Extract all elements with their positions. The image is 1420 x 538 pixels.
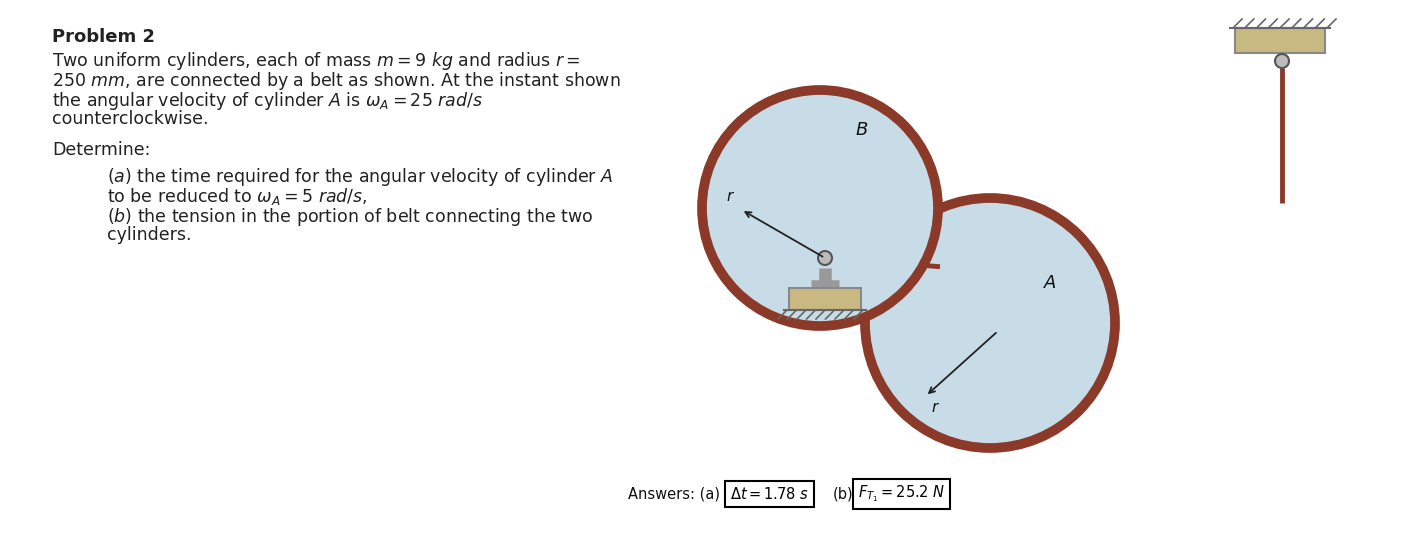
Text: $(a)$ the time required for the angular velocity of cylinder $A$: $(a)$ the time required for the angular … — [106, 166, 613, 188]
Text: $\Delta t = 1.78\ s$: $\Delta t = 1.78\ s$ — [730, 486, 809, 502]
Bar — [790, 288, 861, 310]
Circle shape — [1275, 54, 1289, 68]
Text: $r$: $r$ — [930, 400, 940, 415]
Text: 250 $mm$, are connected by a belt as shown. At the instant shown: 250 $mm$, are connected by a belt as sho… — [53, 70, 621, 92]
Text: (b): (b) — [834, 486, 853, 501]
Bar — [1235, 28, 1325, 53]
Circle shape — [701, 90, 939, 326]
Text: the angular velocity of cylinder $A$ is $\omega_A = 25$ $rad/s$: the angular velocity of cylinder $A$ is … — [53, 90, 483, 112]
Text: $A$: $A$ — [1042, 274, 1056, 292]
Circle shape — [865, 198, 1115, 448]
Text: Determine:: Determine: — [53, 141, 151, 159]
Text: counterclockwise.: counterclockwise. — [53, 110, 209, 128]
Text: Problem 2: Problem 2 — [53, 28, 155, 46]
Text: Two uniform cylinders, each of mass $m = 9$ $kg$ and radius $r =$: Two uniform cylinders, each of mass $m =… — [53, 50, 581, 72]
Circle shape — [818, 251, 832, 265]
Text: Answers: (a): Answers: (a) — [628, 486, 720, 501]
Text: cylinders.: cylinders. — [106, 226, 192, 244]
Text: $r$: $r$ — [726, 189, 736, 203]
Text: to be reduced to $\omega_A = 5$ $rad/s$,: to be reduced to $\omega_A = 5$ $rad/s$, — [106, 186, 368, 207]
Text: $F_{T_1} = 25.2\ N$: $F_{T_1} = 25.2\ N$ — [858, 484, 946, 504]
Text: $(b)$ the tension in the portion of belt connecting the two: $(b)$ the tension in the portion of belt… — [106, 206, 594, 228]
Text: $B$: $B$ — [855, 121, 869, 139]
